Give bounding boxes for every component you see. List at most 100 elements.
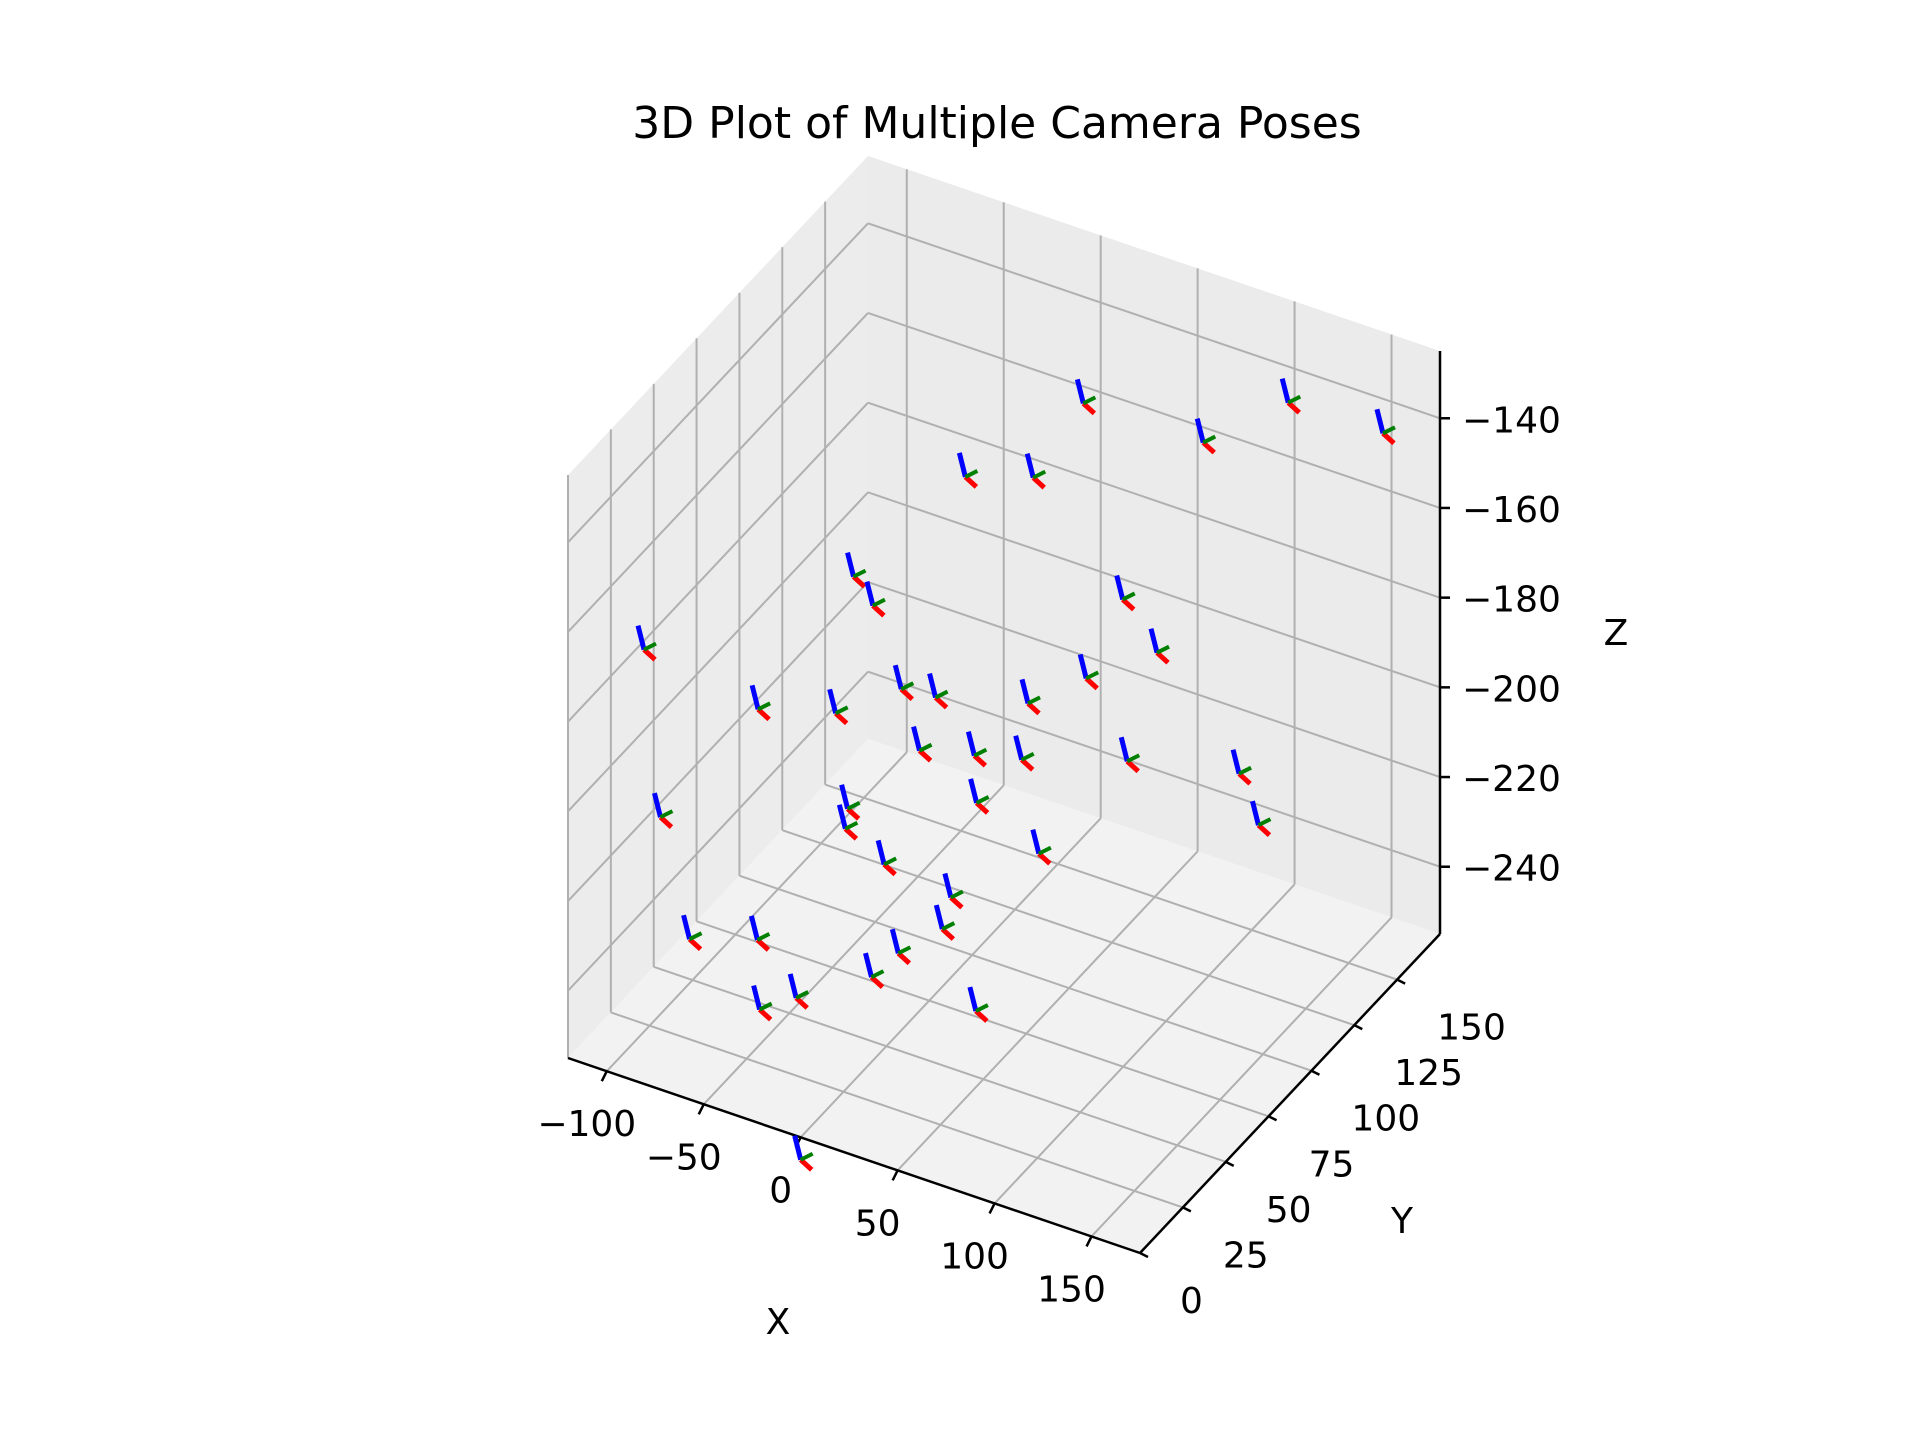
- pose-z-axis: [1148, 628, 1160, 654]
- gridline-y-floor: [739, 874, 1312, 1072]
- pose-y-axis: [870, 969, 885, 979]
- pose-z-axis: [1118, 736, 1130, 762]
- pose-y-axis: [1287, 394, 1302, 405]
- gridline-z-left: [567, 312, 869, 633]
- pose-x-axis: [755, 938, 771, 952]
- y-tick-label: 125: [1394, 1053, 1463, 1094]
- pose-y-axis: [1082, 395, 1097, 406]
- pose-y-axis: [1020, 751, 1035, 762]
- z-tick-label: −240: [1462, 849, 1561, 890]
- y-tick-label: 0: [1180, 1281, 1203, 1322]
- pose-z-axis: [967, 986, 979, 1012]
- camera-pose: [892, 664, 915, 702]
- y-tick: [1396, 978, 1406, 985]
- pose-z-axis: [1074, 378, 1086, 404]
- z-tick-label: −160: [1462, 490, 1561, 531]
- camera-pose: [875, 839, 898, 877]
- camera-pose: [942, 872, 964, 910]
- pose-z-axis: [681, 914, 692, 940]
- pose-z-axis: [863, 952, 874, 978]
- gridline-y-floor: [610, 1011, 1184, 1209]
- camera-pose: [967, 986, 989, 1023]
- pose-y-axis: [795, 990, 810, 1000]
- pose-y-axis: [941, 921, 956, 931]
- axis-lines: [567, 351, 1442, 1255]
- pose-z-axis: [965, 731, 977, 757]
- pose-z-axis: [787, 973, 799, 999]
- pose-y-axis: [757, 701, 772, 712]
- pose-x-axis: [1031, 475, 1046, 490]
- pose-x-axis: [933, 695, 949, 710]
- pose-x-axis: [871, 603, 886, 618]
- camera-pose: [889, 928, 912, 966]
- y-tick: [1182, 1206, 1192, 1213]
- pose-x-axis: [1381, 431, 1396, 446]
- pose-x-axis: [1201, 440, 1216, 455]
- y-tick: [1268, 1115, 1278, 1122]
- camera-pose: [1019, 678, 1041, 716]
- camera-pose: [751, 984, 773, 1022]
- pose-x-axis: [1037, 851, 1052, 866]
- y-tick-label: 100: [1351, 1099, 1420, 1140]
- x-axis-line: [567, 1056, 1141, 1255]
- camera-pose: [845, 552, 867, 589]
- pose-y-axis: [1156, 644, 1170, 655]
- pane-left: [568, 156, 868, 1058]
- gridline-y-floor: [781, 829, 1355, 1027]
- gridline-z-left: [567, 401, 869, 723]
- z-tick-label: −200: [1462, 669, 1561, 710]
- pose-z-axis: [1194, 417, 1206, 444]
- pose-z-axis: [911, 726, 922, 752]
- pose-y-axis: [964, 469, 979, 479]
- pose-x-axis: [974, 801, 990, 815]
- camera-pose: [1077, 653, 1100, 691]
- x-tick: [697, 1103, 705, 1115]
- pose-x-axis: [1121, 597, 1136, 612]
- pose-x-axis: [917, 748, 933, 763]
- pose-z-axis: [864, 581, 876, 607]
- z-tick-label: −220: [1462, 759, 1561, 800]
- y-tick: [1139, 1251, 1149, 1259]
- pose-z-axis: [839, 784, 851, 810]
- pose-z-axis: [875, 839, 887, 865]
- pose-y-axis: [1382, 425, 1396, 436]
- camera-pose: [933, 904, 956, 941]
- camera-pose: [927, 672, 949, 710]
- axis-panes: [568, 156, 1440, 1253]
- pose-x-axis: [1256, 823, 1272, 837]
- x-tick: [1085, 1235, 1093, 1248]
- pose-x-axis: [899, 687, 914, 702]
- pose-y-axis: [1202, 434, 1217, 445]
- camera-pose: [968, 778, 990, 815]
- pose-x-axis: [963, 475, 979, 489]
- pose-y-axis: [897, 945, 912, 956]
- camera-pose: [956, 452, 979, 489]
- y-tick: [1353, 1024, 1363, 1031]
- pose-z-axis: [749, 684, 761, 710]
- y-tick-label: 50: [1266, 1190, 1312, 1231]
- pose-z-axis: [1114, 574, 1126, 601]
- pose-z-axis: [1019, 678, 1031, 704]
- pose-y-axis: [844, 820, 859, 831]
- pose-z-axis: [652, 792, 663, 818]
- gridline-x-floor: [703, 784, 1005, 1105]
- pose-x-axis: [1286, 400, 1301, 415]
- pose-z-axis: [748, 915, 760, 941]
- pose-y-axis: [872, 597, 886, 608]
- x-tick-label: 0: [769, 1170, 792, 1211]
- camera-pose: [1114, 574, 1136, 612]
- camera-pose: [1148, 628, 1170, 665]
- gridline-x-floor: [896, 850, 1199, 1172]
- y-tick: [1310, 1069, 1320, 1076]
- camera-pose: [1279, 378, 1302, 415]
- camera-pose: [792, 1135, 814, 1172]
- x-tick-label: −100: [537, 1104, 636, 1145]
- camera-pose: [1194, 417, 1217, 455]
- pose-x-axis: [798, 1157, 814, 1172]
- pose-x-axis: [1020, 757, 1035, 772]
- pose-z-axis: [942, 872, 954, 899]
- camera-pose: [1013, 735, 1035, 772]
- z-axis-label: Z: [1604, 613, 1629, 654]
- pose-x-axis: [1125, 759, 1140, 774]
- pose-y-axis: [883, 856, 898, 867]
